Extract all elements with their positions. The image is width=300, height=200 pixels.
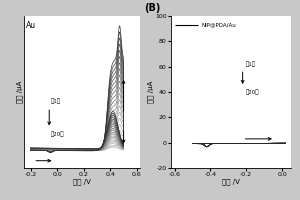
Text: 第1圈: 第1圈 — [51, 99, 61, 104]
Text: (B): (B) — [145, 3, 161, 13]
X-axis label: 电位 /V: 电位 /V — [222, 179, 240, 185]
Y-axis label: 电流 /µA: 电流 /µA — [16, 81, 22, 103]
Text: NIP@PDA/Au: NIP@PDA/Au — [201, 22, 236, 27]
Text: 第20圈: 第20圈 — [51, 132, 64, 137]
X-axis label: 电位 /V: 电位 /V — [73, 179, 91, 185]
Text: Au: Au — [26, 21, 36, 30]
Text: 第1圈: 第1圈 — [246, 61, 256, 67]
Text: 第20圈: 第20圈 — [246, 89, 260, 95]
Y-axis label: 电流 /µA: 电流 /µA — [147, 81, 154, 103]
